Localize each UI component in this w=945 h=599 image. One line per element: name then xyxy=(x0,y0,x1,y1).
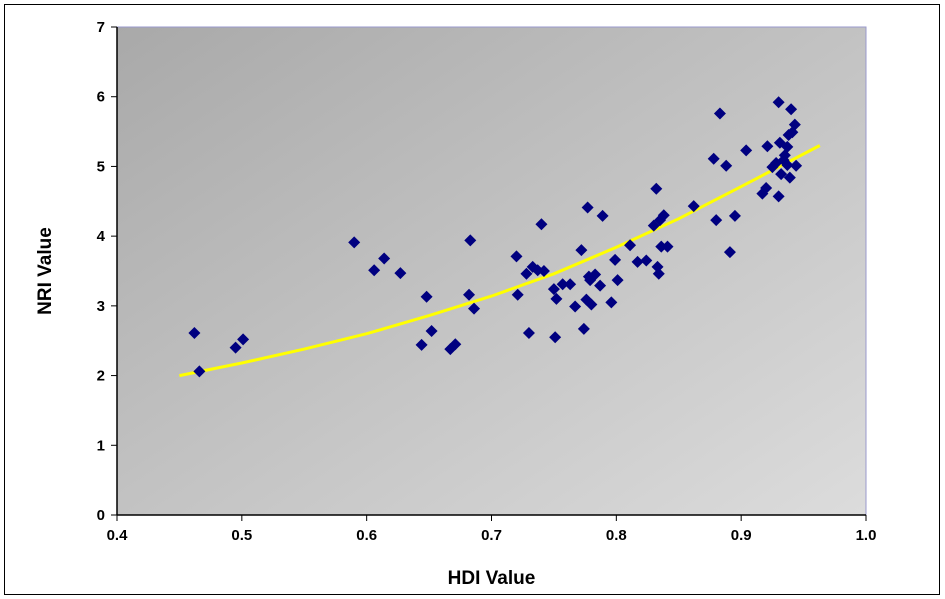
y-tick-label: 4 xyxy=(97,228,106,245)
data-point xyxy=(550,292,563,305)
data-point xyxy=(511,288,524,301)
data-point xyxy=(510,250,523,263)
data-point xyxy=(378,252,391,265)
data-point xyxy=(537,265,550,277)
data-point xyxy=(781,140,794,153)
data-point xyxy=(585,298,598,311)
data-point xyxy=(415,338,428,351)
data-point xyxy=(740,144,753,157)
data-point xyxy=(611,274,624,287)
data-point xyxy=(655,240,668,253)
data-point xyxy=(624,239,637,252)
data-point xyxy=(564,278,577,291)
x-tick-label: 0.4 xyxy=(107,527,129,544)
x-tick-label: 1.0 xyxy=(856,527,877,544)
y-tick-label: 2 xyxy=(97,368,105,385)
data-point xyxy=(788,118,801,131)
data-point xyxy=(661,240,674,253)
y-tick-label: 6 xyxy=(97,89,105,106)
x-tick-label: 0.6 xyxy=(356,527,377,544)
data-point xyxy=(520,267,533,280)
data-point xyxy=(605,296,618,309)
data-point xyxy=(464,234,477,247)
data-point xyxy=(575,244,588,257)
data-point xyxy=(781,159,794,172)
trendline-group xyxy=(179,144,821,378)
data-point xyxy=(188,327,201,340)
data-point xyxy=(594,279,607,292)
data-point xyxy=(652,267,665,280)
y-tick-label: 7 xyxy=(97,19,105,36)
y-tick-label: 5 xyxy=(97,158,105,175)
data-point xyxy=(193,365,206,378)
data-point xyxy=(549,331,562,344)
x-tick-label: 0.8 xyxy=(606,527,627,544)
data-point xyxy=(760,182,773,195)
data-point xyxy=(577,322,590,335)
data-point xyxy=(394,267,407,280)
data-point xyxy=(522,327,535,340)
x-tick-label: 0.9 xyxy=(731,527,752,544)
data-points xyxy=(188,96,803,378)
x-axis-title: HDI Value xyxy=(448,568,536,589)
data-point xyxy=(772,96,785,109)
data-point xyxy=(761,140,774,153)
data-point xyxy=(535,218,548,231)
data-point xyxy=(569,300,582,313)
data-point xyxy=(463,288,476,301)
data-point xyxy=(581,201,594,214)
data-point xyxy=(596,209,609,222)
data-point xyxy=(556,278,569,291)
x-tick-label: 0.5 xyxy=(231,527,252,544)
data-point xyxy=(547,283,560,296)
data-point xyxy=(775,168,788,181)
data-point xyxy=(707,152,720,165)
data-point xyxy=(237,333,250,346)
data-point xyxy=(657,209,670,222)
data-point xyxy=(790,159,803,172)
data-point xyxy=(449,338,462,351)
chart-frame: 0 1 2 3 4 5 6 7 0.4 0.5 0.6 0.7 0.8 0.9 1.0 HDI Value … xyxy=(4,4,940,595)
data-point xyxy=(650,182,663,195)
plot-area xyxy=(116,26,867,516)
data-point xyxy=(728,209,741,222)
data-point xyxy=(589,268,602,281)
data-point xyxy=(783,171,796,184)
data-point xyxy=(468,302,481,315)
data-point xyxy=(420,290,433,303)
x-tick-label: 0.7 xyxy=(481,527,502,544)
y-tick-label: 3 xyxy=(97,298,105,315)
data-point xyxy=(368,264,381,277)
axis-ticks: 0 1 2 3 4 5 6 7 0.4 0.5 0.6 0.7 0.8 0.9 1.0 xyxy=(97,19,877,544)
data-point xyxy=(687,200,700,213)
y-axis-title: NRI Value xyxy=(35,227,56,315)
data-point xyxy=(772,190,785,203)
data-point xyxy=(785,103,798,116)
y-tick-label: 1 xyxy=(97,437,105,454)
data-point xyxy=(229,341,242,354)
data-point xyxy=(713,107,726,120)
trendline xyxy=(179,144,821,378)
data-point xyxy=(348,236,361,249)
data-point xyxy=(720,159,733,172)
data-point xyxy=(710,214,723,227)
data-point xyxy=(425,324,438,337)
data-point xyxy=(723,246,736,259)
y-tick-label: 0 xyxy=(97,507,105,524)
